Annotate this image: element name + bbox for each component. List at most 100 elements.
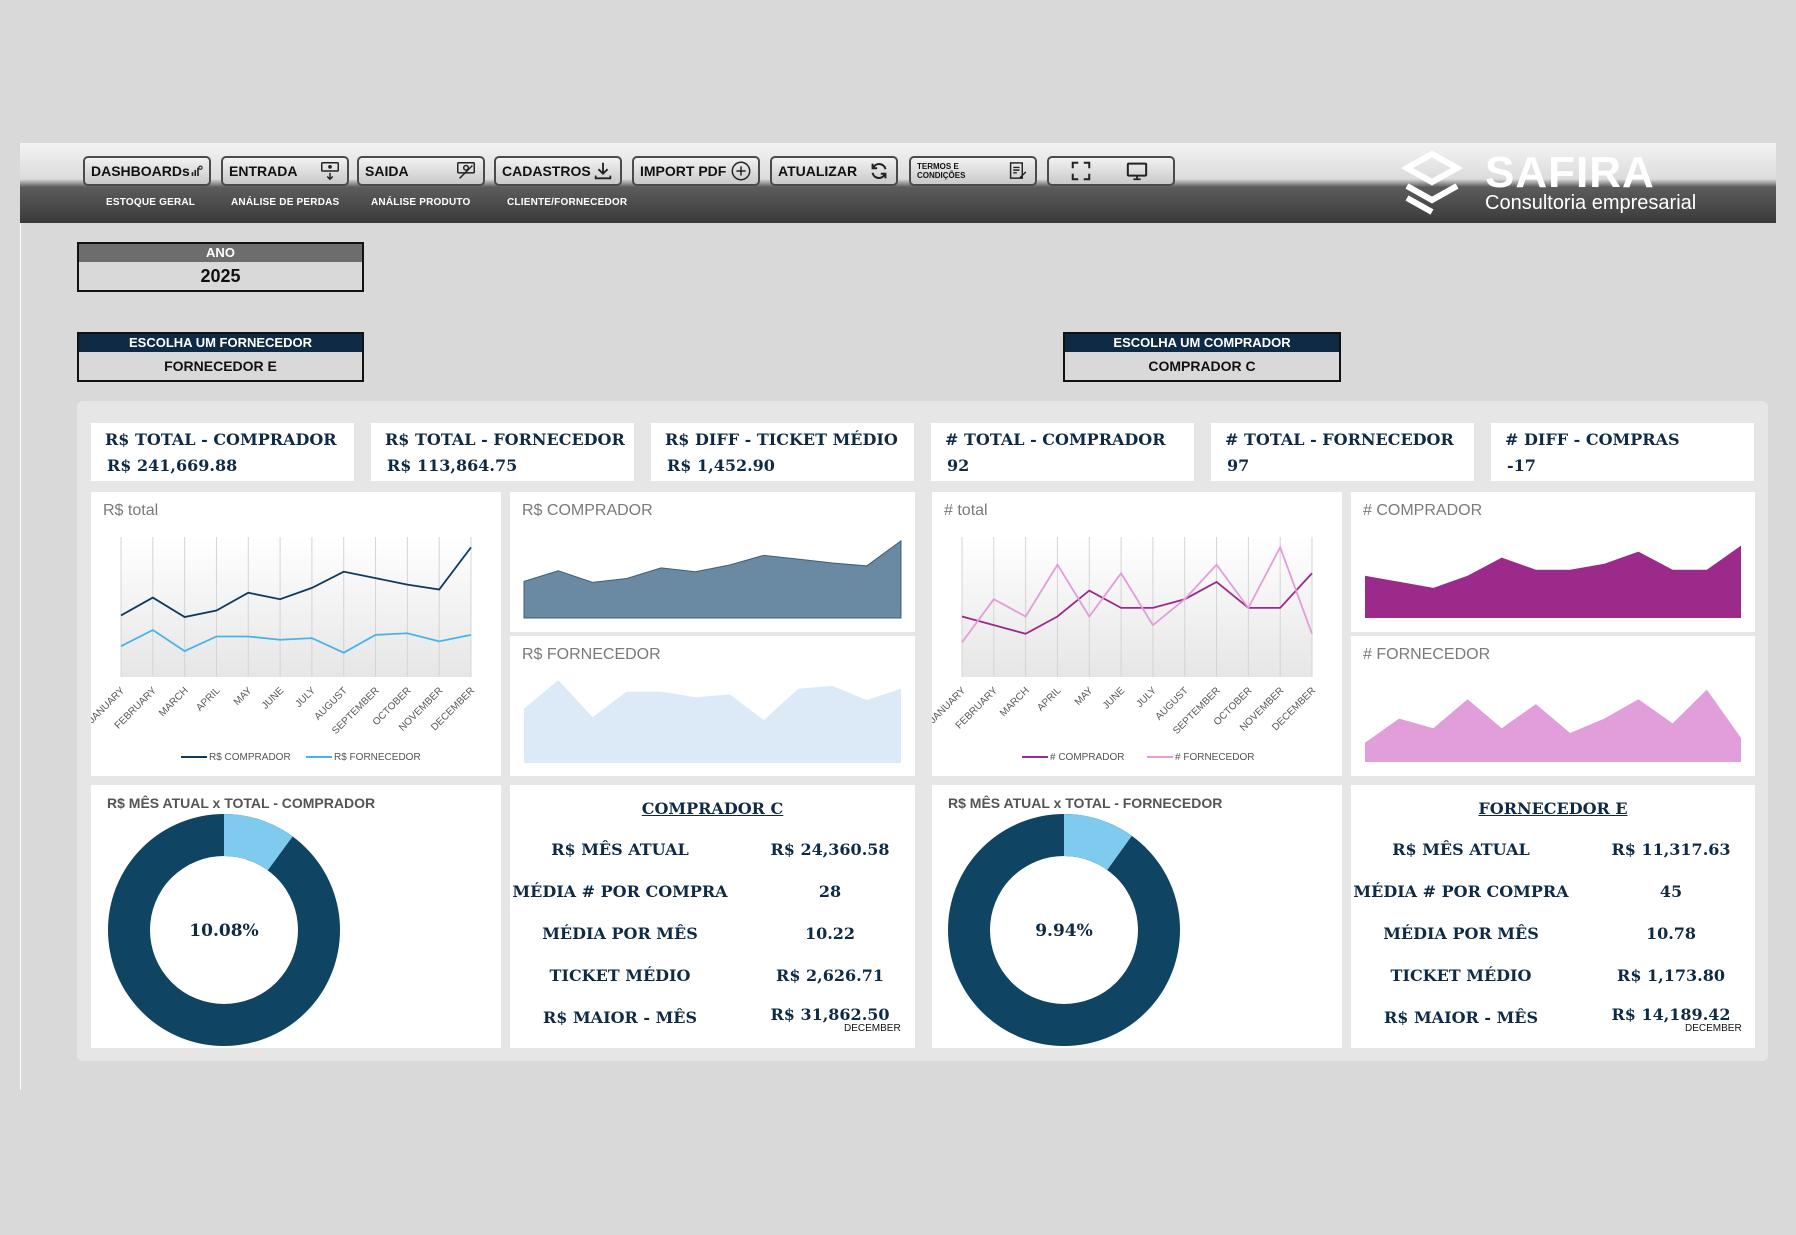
- stat-label: MÉDIA POR MÊS: [542, 924, 698, 943]
- kpi-card: # TOTAL - COMPRADOR 92: [931, 423, 1194, 481]
- chart-title: # total: [944, 502, 988, 519]
- kpi-card: R$ TOTAL - FORNECEDOR R$ 113,864.75: [371, 423, 634, 481]
- kpi-value: R$ 241,669.88: [107, 456, 238, 475]
- x-tick-label: JUNE: [1101, 685, 1127, 711]
- comprador-filter-label: ESCOLHA UM COMPRADOR: [1065, 334, 1339, 352]
- comprador-filter[interactable]: ESCOLHA UM COMPRADOR COMPRADOR C: [1063, 332, 1341, 382]
- rs-fornecedor-area-chart: [524, 680, 901, 763]
- rs-fornecedor-area-card: R$ FORNECEDOR: [510, 636, 915, 776]
- comprador-stats-title: COMPRADOR C: [641, 799, 784, 818]
- stat-value: 28: [818, 882, 842, 901]
- subnav-estoque-geral[interactable]: ESTOQUE GERAL: [106, 197, 196, 208]
- stat-value: R$ 2,626.71: [776, 966, 884, 985]
- termos-button[interactable]: TERMOS E CONDIÇÕES: [909, 156, 1037, 186]
- chart-title: R$ MÊS ATUAL x TOTAL - COMPRADOR: [107, 795, 376, 811]
- document-sign-icon: [1010, 162, 1027, 179]
- kpi-value: -17: [1507, 456, 1536, 475]
- safira-logo: SAFIRA Consultoria empresarial: [1397, 143, 1696, 223]
- subnav-analise-perdas[interactable]: ANÁLISE DE PERDAS: [231, 197, 340, 208]
- series-line: [961, 545, 1313, 643]
- stat-row: R$ MAIOR - MÊS R$ 31,862.50: [510, 1005, 915, 1032]
- legend-label: # COMPRADOR: [1050, 752, 1124, 763]
- area-series: [524, 680, 901, 763]
- count-fornecedor-area-chart: [1365, 689, 1741, 762]
- x-tick-label: MARCH: [157, 685, 191, 719]
- plus-circle-icon: [731, 161, 751, 181]
- stat-label: TICKET MÉDIO: [549, 966, 691, 985]
- chart-title: R$ FORNECEDOR: [522, 646, 661, 663]
- donut-slice-current: [948, 814, 1180, 1046]
- chart-title: # COMPRADOR: [1363, 502, 1483, 519]
- comprador-filter-value: COMPRADOR C: [1148, 358, 1256, 374]
- stat-value: 10.78: [1645, 924, 1697, 943]
- monitor-icon[interactable]: [1121, 160, 1153, 182]
- kpi-card: R$ TOTAL - COMPRADOR R$ 241,669.88: [91, 423, 354, 481]
- subnav-cliente-fornecedor[interactable]: CLIENTE/FORNECEDOR: [507, 197, 628, 208]
- money-out-icon: [457, 162, 475, 179]
- comprador-stats-card: COMPRADOR C R$ MÊS ATUAL R$ 24,360.58 MÉD…: [510, 785, 915, 1048]
- series-line: [120, 628, 472, 654]
- atualizar-button[interactable]: ATUALIZAR: [770, 156, 898, 186]
- chart-title: R$ COMPRADOR: [522, 502, 653, 519]
- x-tick-label: APRIL: [194, 685, 223, 714]
- kpi-value: R$ 113,864.75: [387, 456, 518, 475]
- stat-label: MÉDIA # POR COMPRA: [1353, 882, 1569, 901]
- kpi-title: R$ DIFF - TICKET MÉDIO: [665, 430, 898, 449]
- x-tick-label: JUNE: [260, 685, 286, 711]
- ano-filter[interactable]: ANO 2025: [77, 242, 364, 292]
- chart-title: # FORNECEDOR: [1363, 646, 1491, 663]
- donut-center-label: 10.08%: [189, 921, 258, 941]
- stat-row: MÉDIA POR MÊS 10.78: [1351, 924, 1755, 948]
- stat-label: R$ MAIOR - MÊS: [542, 1008, 698, 1027]
- stat-row: MÉDIA # POR COMPRA 45: [1351, 882, 1755, 906]
- chart-title: R$ total: [103, 502, 159, 519]
- kpi-title: # TOTAL - COMPRADOR: [945, 430, 1166, 449]
- money-in-icon: [321, 162, 339, 181]
- x-tick-label: MAY: [232, 685, 255, 708]
- stat-row: R$ MAIOR - MÊS R$ 14,189.42: [1351, 1005, 1755, 1032]
- logo-tagline: Consultoria empresarial: [1485, 192, 1697, 214]
- kpi-value: R$ 1,452.90: [667, 456, 775, 475]
- x-tick-label: JULY: [1134, 685, 1159, 710]
- atualizar-label: ATUALIZAR: [778, 163, 858, 179]
- stat-row: TICKET MÉDIO R$ 1,173.80: [1351, 966, 1755, 990]
- area-series: [1365, 689, 1741, 762]
- safira-logo-icon: [1400, 150, 1464, 215]
- fornecedor-filter[interactable]: ESCOLHA UM FORNECEDOR FORNECEDOR E: [77, 332, 364, 382]
- stat-label: R$ MAIOR - MÊS: [1383, 1008, 1539, 1027]
- count-comprador-area-card: # COMPRADOR: [1351, 492, 1755, 632]
- donut-fornecedor-card: R$ MÊS ATUAL x TOTAL - FORNECEDOR 9.94%: [932, 785, 1342, 1048]
- kpi-value: 92: [947, 456, 970, 475]
- cadastros-button[interactable]: CADASTROS: [494, 156, 622, 186]
- kpi-card: # TOTAL - FORNECEDOR 97: [1211, 423, 1474, 481]
- import-pdf-label: IMPORT PDF: [640, 163, 727, 179]
- fullscreen-icon[interactable]: [1070, 160, 1092, 182]
- kpi-card: R$ DIFF - TICKET MÉDIO R$ 1,452.90: [651, 423, 914, 481]
- stat-row: R$ MÊS ATUAL R$ 11,317.63: [1351, 840, 1755, 864]
- donut-slice-current: [108, 814, 340, 1046]
- donut-comprador-chart: 10.08%: [108, 814, 340, 1046]
- dashboards-label: DASHBOARDs: [91, 163, 190, 179]
- download-icon: [594, 162, 612, 180]
- x-tick-label: MAY: [1073, 685, 1096, 708]
- entrada-button[interactable]: ENTRADA: [221, 156, 349, 186]
- stat-label: R$ MÊS ATUAL: [551, 840, 689, 859]
- stat-value: R$ 1,173.80: [1617, 966, 1725, 985]
- legend-label: R$ COMPRADOR: [209, 752, 291, 763]
- stat-row: MÉDIA # POR COMPRA 28: [510, 882, 915, 906]
- max-month-note: DECEMBER: [844, 1023, 901, 1034]
- dashboards-button[interactable]: DASHBOARDs: [83, 156, 211, 186]
- import-pdf-button[interactable]: IMPORT PDF: [632, 156, 760, 186]
- stat-label: MÉDIA # POR COMPRA: [512, 882, 728, 901]
- count-comprador-area-chart: [1365, 545, 1741, 618]
- chart-title: R$ MÊS ATUAL x TOTAL - FORNECEDOR: [948, 795, 1223, 811]
- stat-label: MÉDIA POR MÊS: [1383, 924, 1539, 943]
- termos-label: TERMOS E CONDIÇÕES: [917, 162, 966, 180]
- count-fornecedor-area-card: # FORNECEDOR: [1351, 636, 1755, 776]
- saida-label: SAIDA: [365, 163, 409, 179]
- saida-button[interactable]: SAIDA: [357, 156, 485, 186]
- area-series: [1365, 545, 1741, 618]
- max-month-note: DECEMBER: [1685, 1023, 1742, 1034]
- subnav-analise-produto[interactable]: ANÁLISE PRODUTO: [371, 197, 471, 208]
